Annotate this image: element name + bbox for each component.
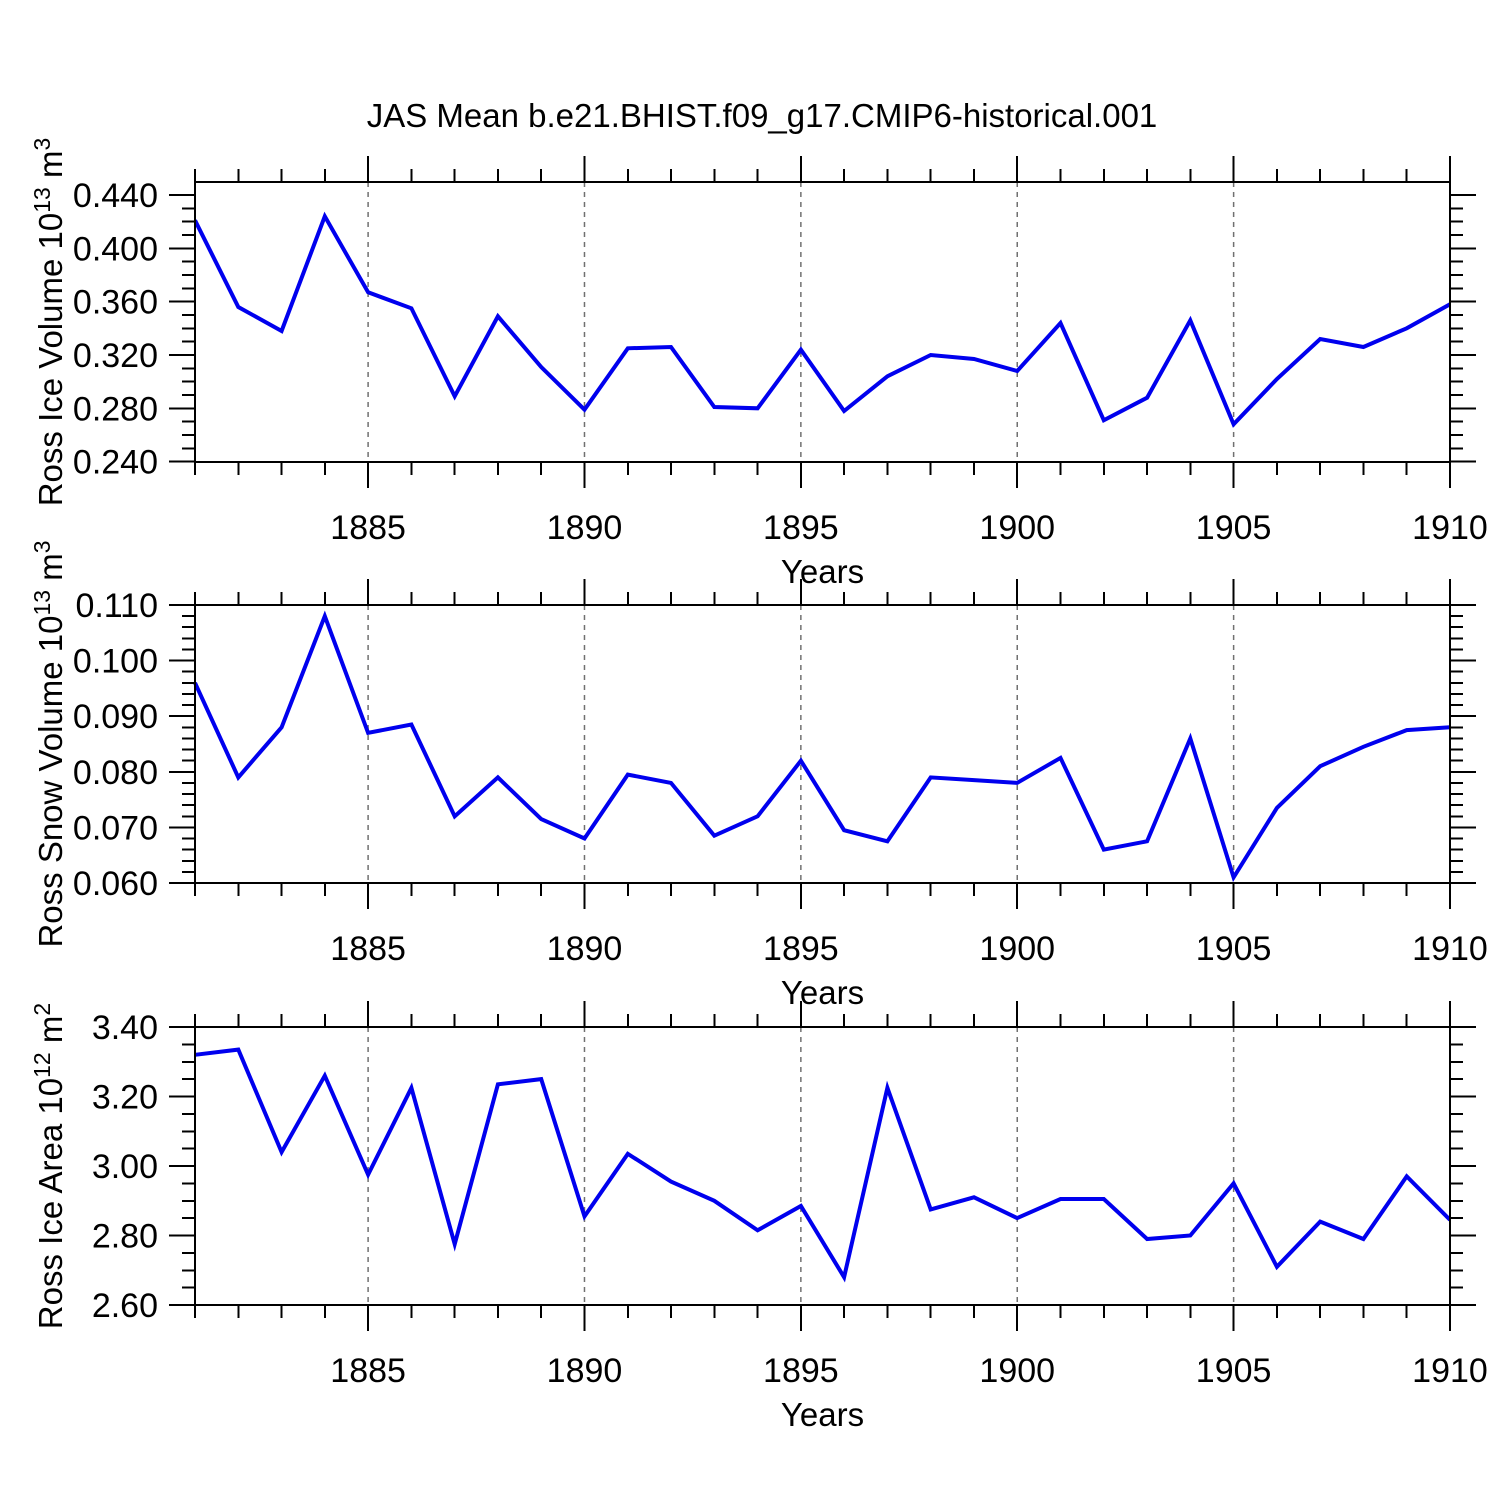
panel-ross-ice-volume: 1885 1890 1895 1900 1905 1910 Years 0.240 0.280 0…	[29, 138, 1488, 590]
line-series-ross-ice-volume	[193, 211, 1451, 428]
line-series-ross-ice-area	[194, 1047, 1452, 1283]
x-tick-label: 1890	[547, 1352, 623, 1390]
y-tick-label: 0.100	[73, 643, 158, 681]
x-tick-label: 1900	[979, 1352, 1055, 1390]
y-tick-label: 0.060	[73, 865, 158, 903]
y-axis-title: Ross Snow Volume 1013​ m3​	[29, 540, 69, 947]
panel-ross-snow-volume: 1885 1890 1895 1900 1905 1910 Years 0.060 0.070 0…	[29, 540, 1488, 1011]
x-tick-label: 1910	[1412, 930, 1488, 968]
y-tick-label: 2.80	[92, 1218, 158, 1256]
y-tick-label: 0.400	[73, 230, 158, 268]
x-tick-label: 1910	[1412, 1352, 1488, 1390]
x-tick-label: 1890	[547, 930, 623, 968]
x-tick-label: 1885	[330, 1352, 406, 1390]
y-tick-label: 0.110	[75, 587, 158, 625]
tick-labels: 1885 1890 1895 1900 1905 1910 Years 0.060 0.070 0…	[29, 540, 1488, 1011]
chart-title: JAS Mean b.e21.BHIST.f09_g17.CMIP6-histo…	[367, 97, 1158, 134]
y-tick-label: 3.40	[92, 1009, 158, 1047]
x-tick-label: 1905	[1196, 509, 1272, 547]
x-tick-label: 1900	[979, 930, 1055, 968]
y-tick-label: 0.320	[73, 337, 158, 375]
y-tick-label: 0.080	[73, 754, 158, 792]
y-axis-title: Ross Ice Area 1012​ m2​	[29, 1003, 69, 1329]
y-tick-label: 3.00	[92, 1148, 158, 1186]
panel-ross-ice-area: 1885 1890 1895 1900 1905 1910 Years 2.60 2.80 3.0…	[29, 1001, 1488, 1433]
x-tick-label: 1905	[1196, 1352, 1272, 1390]
x-tick-label: 1900	[979, 509, 1055, 547]
plot-frame	[194, 181, 1451, 463]
y-tick-label: 2.60	[92, 1287, 158, 1325]
gridlines	[367, 182, 1235, 462]
plot-frame	[194, 604, 1451, 884]
x-axis-title: Years	[781, 974, 864, 1011]
x-tick-label: 1905	[1196, 930, 1272, 968]
ticks	[169, 156, 1476, 488]
gridlines	[367, 605, 1235, 883]
x-tick-label: 1910	[1412, 509, 1488, 547]
y-tick-label: 0.440	[73, 177, 158, 215]
tick-labels: 1885 1890 1895 1900 1905 1910 Years 0.240 0.280 0…	[29, 138, 1488, 590]
ticks	[169, 579, 1476, 909]
y-tick-label: 3.20	[92, 1079, 158, 1117]
x-tick-label: 1895	[763, 509, 839, 547]
y-tick-label: 0.070	[73, 809, 158, 847]
x-tick-label: 1895	[763, 930, 839, 968]
y-tick-label: 0.090	[73, 698, 158, 736]
gridlines	[367, 1027, 1235, 1305]
y-tick-label: 0.360	[73, 284, 158, 322]
tick-labels: 1885 1890 1895 1900 1905 1910 Years 2.60 2.80 3.0…	[29, 1003, 1488, 1433]
x-axis-title: Years	[781, 1396, 864, 1433]
panels-group: 1885 1890 1895 1900 1905 1910 Years 0.240 0.280 0…	[29, 138, 1488, 1433]
y-tick-label: 0.280	[73, 390, 158, 428]
line-series-ross-snow-volume	[193, 610, 1451, 883]
plot-frame	[194, 1026, 1451, 1306]
x-tick-label: 1895	[763, 1352, 839, 1390]
x-tick-label: 1885	[330, 930, 406, 968]
x-tick-label: 1885	[330, 509, 406, 547]
x-tick-label: 1890	[547, 509, 623, 547]
y-axis-title: Ross Ice Volume 1013​ m3​	[29, 138, 69, 507]
x-axis-title: Years	[781, 553, 864, 590]
y-tick-label: 0.240	[73, 444, 158, 482]
ticks	[169, 1001, 1476, 1331]
